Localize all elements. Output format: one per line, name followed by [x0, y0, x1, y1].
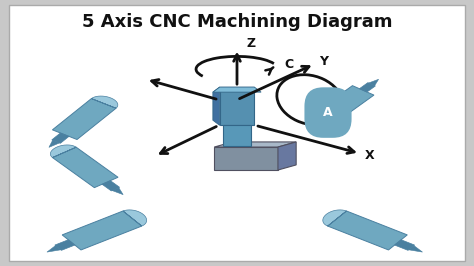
Text: Y: Y [319, 55, 328, 68]
Polygon shape [49, 140, 60, 147]
Polygon shape [278, 142, 296, 170]
Polygon shape [214, 142, 296, 147]
Polygon shape [394, 240, 415, 250]
Polygon shape [220, 87, 254, 125]
Text: C: C [285, 57, 294, 70]
Polygon shape [214, 147, 278, 170]
Text: 5 Axis CNC Machining Diagram: 5 Axis CNC Machining Diagram [82, 13, 392, 31]
Text: A: A [323, 106, 333, 119]
Polygon shape [369, 79, 379, 86]
Polygon shape [53, 99, 116, 139]
Polygon shape [123, 210, 146, 226]
Polygon shape [112, 188, 123, 195]
Polygon shape [328, 211, 407, 250]
Polygon shape [359, 83, 375, 92]
Polygon shape [223, 125, 251, 146]
Polygon shape [213, 87, 261, 92]
Polygon shape [52, 133, 69, 143]
Polygon shape [102, 181, 119, 191]
Polygon shape [62, 211, 142, 250]
Polygon shape [312, 113, 336, 124]
Polygon shape [213, 87, 220, 125]
Text: Z: Z [246, 37, 255, 50]
Polygon shape [314, 86, 374, 122]
Text: X: X [365, 149, 374, 163]
Polygon shape [47, 246, 61, 252]
Polygon shape [323, 210, 346, 226]
Polygon shape [53, 147, 118, 188]
Polygon shape [55, 240, 75, 250]
Polygon shape [409, 246, 422, 252]
Polygon shape [91, 96, 118, 108]
Polygon shape [50, 145, 76, 157]
